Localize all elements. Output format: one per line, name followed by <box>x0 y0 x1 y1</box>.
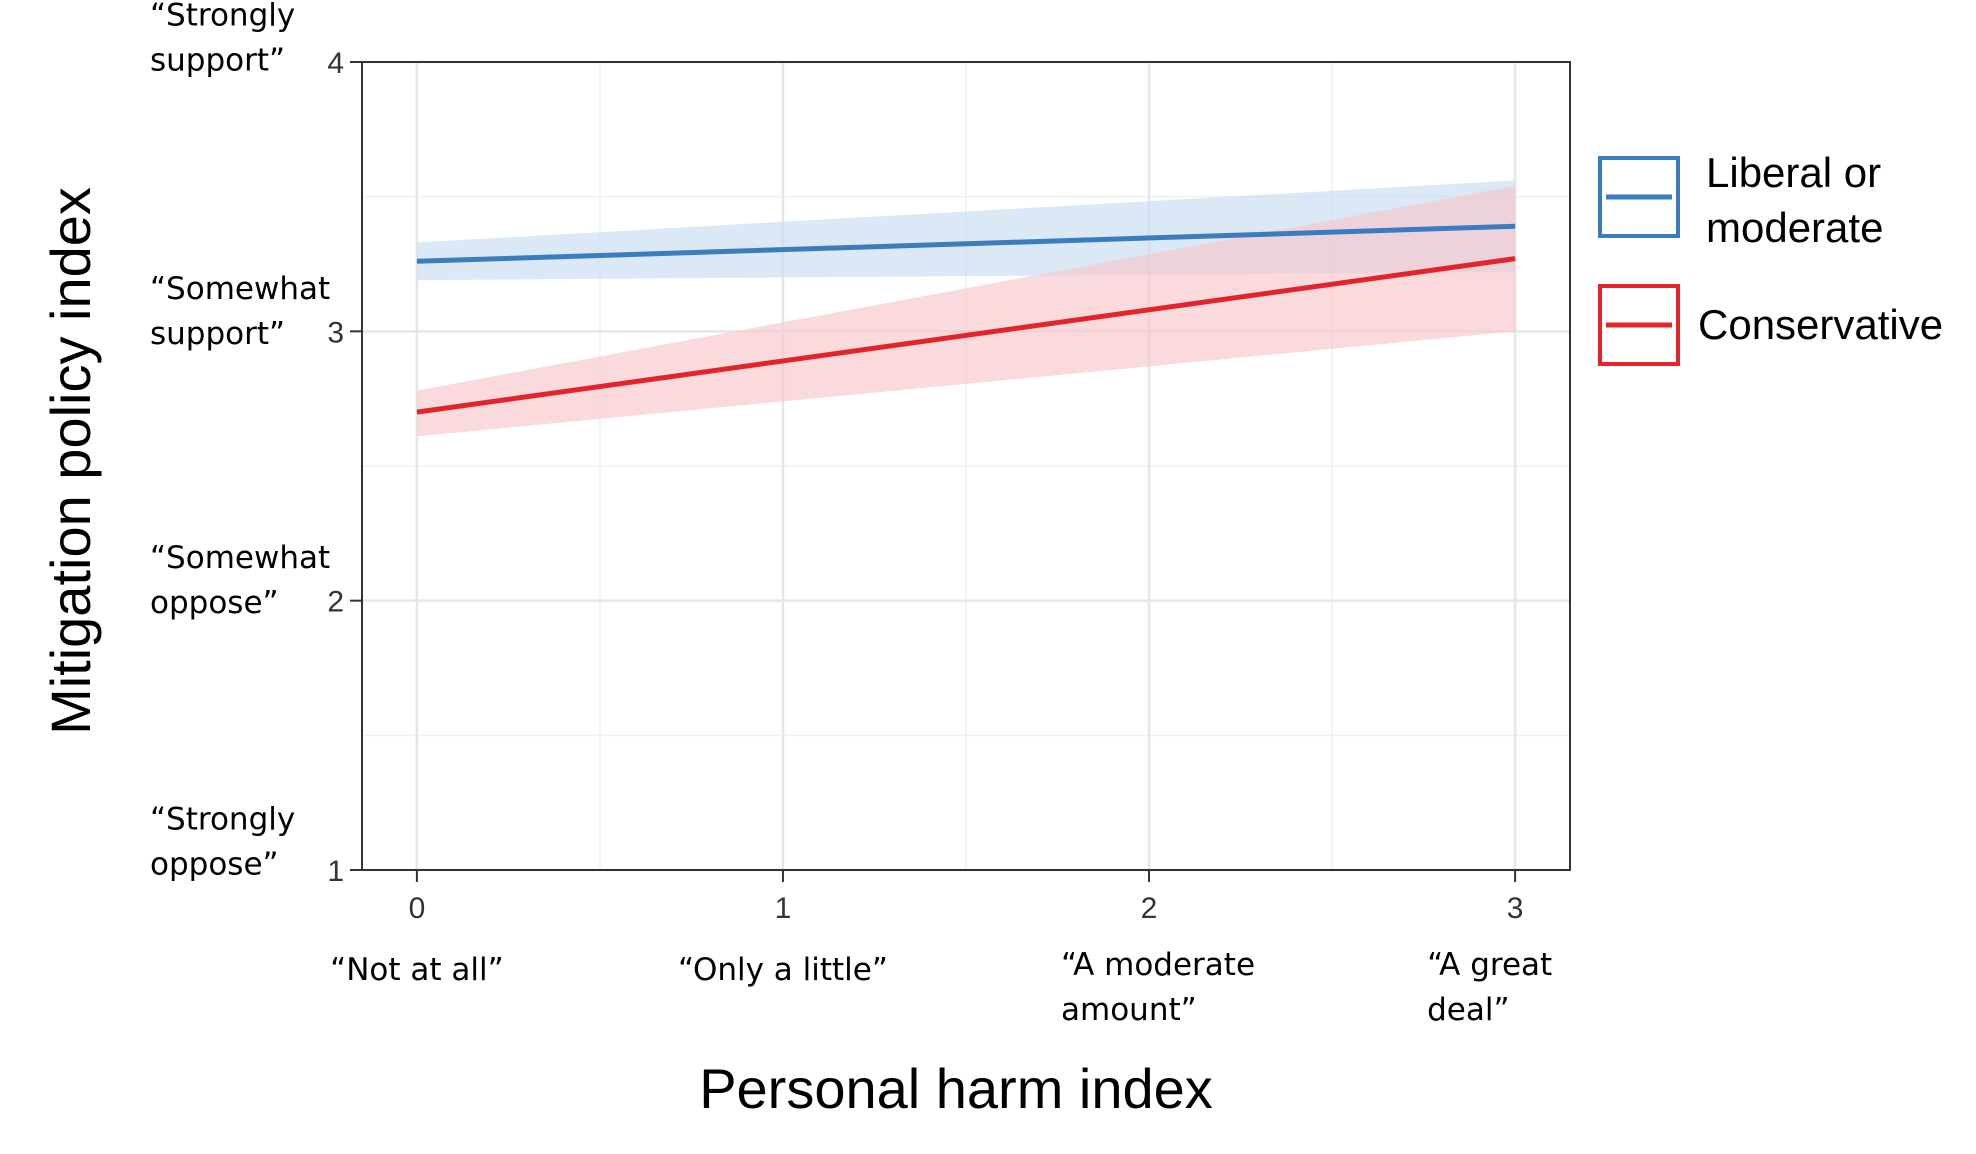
series-line-1 <box>416 256 1516 415</box>
legend-label: Liberal or <box>1706 149 1881 196</box>
y-anchor-label: “Strongly <box>150 0 295 34</box>
legend-label: Conservative <box>1698 301 1943 348</box>
y-anchor-label: support” <box>150 316 285 352</box>
y-anchor-label: “Strongly <box>150 802 295 838</box>
series-line-0 <box>416 223 1516 264</box>
y-anchor-label: oppose” <box>150 847 279 883</box>
x-anchor-label: “A great <box>1427 947 1552 983</box>
x-anchor-label: “A moderate <box>1061 947 1255 983</box>
y-axis-title: Mitigation policy index <box>39 187 102 735</box>
y-anchor-label: “Somewhat <box>150 540 330 576</box>
y-tick-label: 4 <box>327 47 344 80</box>
y-anchor-label: “Somewhat <box>150 271 330 307</box>
x-axis-title: Personal harm index <box>699 1057 1213 1120</box>
x-anchor-label: “Not at all” <box>330 952 504 988</box>
legend-label: moderate <box>1706 204 1883 251</box>
x-anchor-label: deal” <box>1427 992 1509 1028</box>
x-anchor-label: “Only a little” <box>678 952 888 988</box>
x-tick-label: 2 <box>1141 892 1158 925</box>
y-tick-label: 3 <box>327 316 344 349</box>
y-anchor-label: support” <box>150 43 285 79</box>
plot-border <box>361 61 1571 871</box>
x-anchor-label: amount” <box>1061 992 1197 1028</box>
y-tick-label: 1 <box>327 855 344 888</box>
x-tick-label: 1 <box>775 892 792 925</box>
x-tick-label: 0 <box>409 892 426 925</box>
y-anchor-label: oppose” <box>150 585 279 621</box>
x-tick-label: 3 <box>1507 892 1524 925</box>
y-tick-label: 2 <box>327 586 344 619</box>
